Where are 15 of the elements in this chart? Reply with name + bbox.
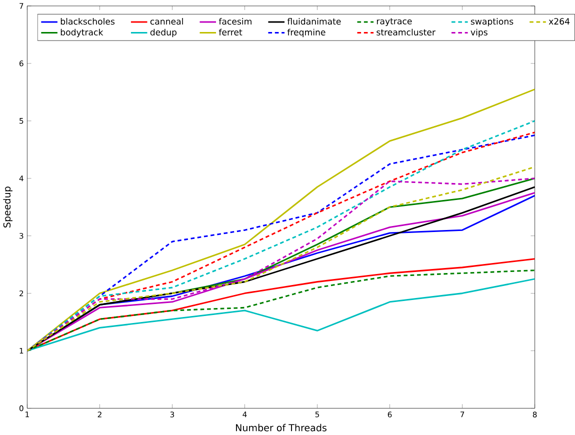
legend-label: x264 bbox=[548, 18, 570, 25]
legend-label: ferret bbox=[218, 29, 242, 36]
legend-label: vips bbox=[470, 29, 488, 38]
legend-label: bodytrack bbox=[60, 29, 104, 38]
legend-label: canneal bbox=[150, 18, 183, 25]
legend-label: swaptions bbox=[470, 18, 514, 27]
y-axis-title: Speedup bbox=[3, 186, 12, 228]
legend-label: raytrace bbox=[376, 18, 412, 26]
legend-label: streamcluster bbox=[376, 29, 436, 36]
legend-label: dedup bbox=[150, 29, 177, 38]
legend-label: fluidanimate bbox=[287, 18, 341, 25]
legend-label: blackscholes bbox=[60, 18, 115, 25]
legend-label: facesim bbox=[218, 18, 252, 25]
legend-label: freqmine bbox=[287, 29, 326, 38]
x-axis-title: Number of Threads bbox=[236, 424, 326, 432]
